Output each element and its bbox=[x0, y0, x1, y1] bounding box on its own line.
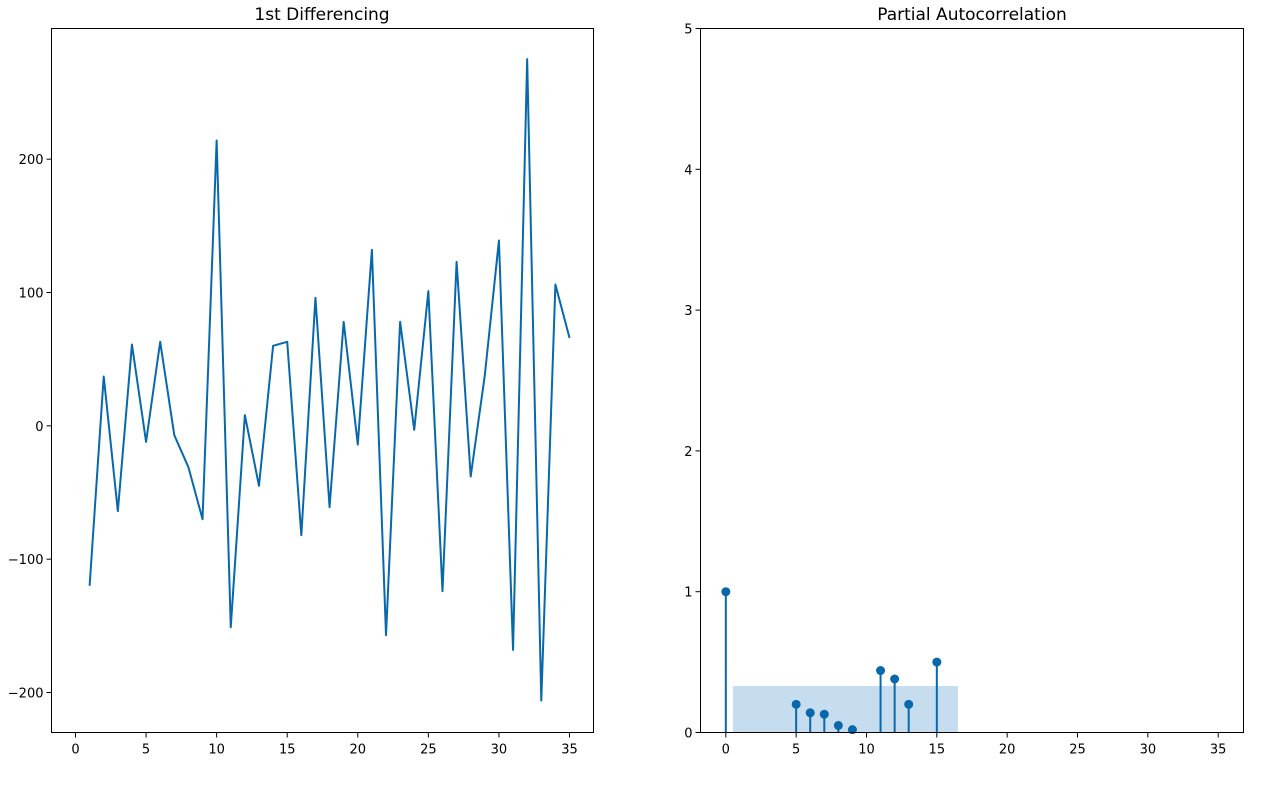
differencing-xtick-label: 15 bbox=[279, 743, 296, 758]
pacf-point bbox=[791, 699, 801, 709]
pacf-xtick-label: 10 bbox=[858, 743, 875, 758]
pacf-confidence-band bbox=[732, 686, 958, 733]
pacf-ytick-label: 0 bbox=[684, 727, 692, 742]
pacf-xtick-label: 30 bbox=[1140, 743, 1157, 758]
differencing-ytick-label: −100 bbox=[8, 553, 44, 568]
pacf-point bbox=[904, 699, 914, 709]
pacf-xtick-label: 20 bbox=[999, 743, 1016, 758]
pacf-marks bbox=[721, 587, 942, 735]
differencing-ytick-label: 0 bbox=[35, 420, 43, 435]
differencing-axes-frame bbox=[51, 28, 594, 733]
pacf-confidence-band-group bbox=[732, 686, 958, 733]
differencing-xtick-label: 5 bbox=[142, 743, 150, 758]
pacf-point bbox=[932, 657, 942, 667]
pacf-xtick-label: 0 bbox=[722, 743, 730, 758]
differencing-ytick-label: 200 bbox=[19, 153, 44, 168]
pacf-point bbox=[847, 725, 857, 735]
pacf-ytick-label: 1 bbox=[684, 586, 692, 601]
differencing-marks bbox=[88, 58, 571, 702]
differencing-xtick-label: 10 bbox=[208, 743, 225, 758]
pacf-point bbox=[890, 674, 900, 684]
differencing-xtick-label: 35 bbox=[561, 743, 578, 758]
differencing-ytick-label: 100 bbox=[19, 287, 44, 302]
pacf-point bbox=[805, 708, 815, 718]
pacf-axes-frame bbox=[700, 28, 1244, 733]
pacf-xtick-label: 35 bbox=[1210, 743, 1227, 758]
pacf-panel: Partial Autocorrelation 0 5 10 15 20 25 30 3501… bbox=[684, 5, 1244, 758]
differencing-series-line bbox=[88, 58, 571, 702]
pacf-ytick-label: 3 bbox=[684, 304, 692, 319]
pacf-xtick-label: 5 bbox=[792, 743, 800, 758]
differencing-ticks: 0 5 10 15 20 25 30 35 −200 −100 0 100 200 bbox=[8, 153, 578, 757]
pacf-xtick-label: 15 bbox=[929, 743, 946, 758]
pacf-point bbox=[876, 666, 886, 676]
pacf-point bbox=[819, 709, 829, 719]
differencing-title: 1st Differencing bbox=[254, 5, 389, 25]
differencing-xtick-label: 20 bbox=[350, 743, 367, 758]
pacf-point bbox=[833, 720, 843, 730]
differencing-ytick-label: −200 bbox=[8, 687, 44, 702]
differencing-panel: 1st Differencing 0 5 10 15 20 25 30 35−200−1000… bbox=[8, 5, 594, 758]
pacf-xtick-label: 25 bbox=[1069, 743, 1086, 758]
pacf-ytick-label: 4 bbox=[684, 163, 692, 178]
differencing-xtick-label: 30 bbox=[491, 743, 508, 758]
pacf-ytick-label: 5 bbox=[684, 23, 692, 38]
differencing-xtick-label: 0 bbox=[71, 743, 79, 758]
pacf-ticks: 0 5 10 15 20 25 30 35 0 1 2 3 4 5 bbox=[684, 23, 1226, 758]
pacf-point bbox=[721, 587, 731, 597]
differencing-xtick-label: 25 bbox=[420, 743, 437, 758]
pacf-title: Partial Autocorrelation bbox=[877, 5, 1067, 25]
pacf-ytick-label: 2 bbox=[684, 445, 692, 460]
